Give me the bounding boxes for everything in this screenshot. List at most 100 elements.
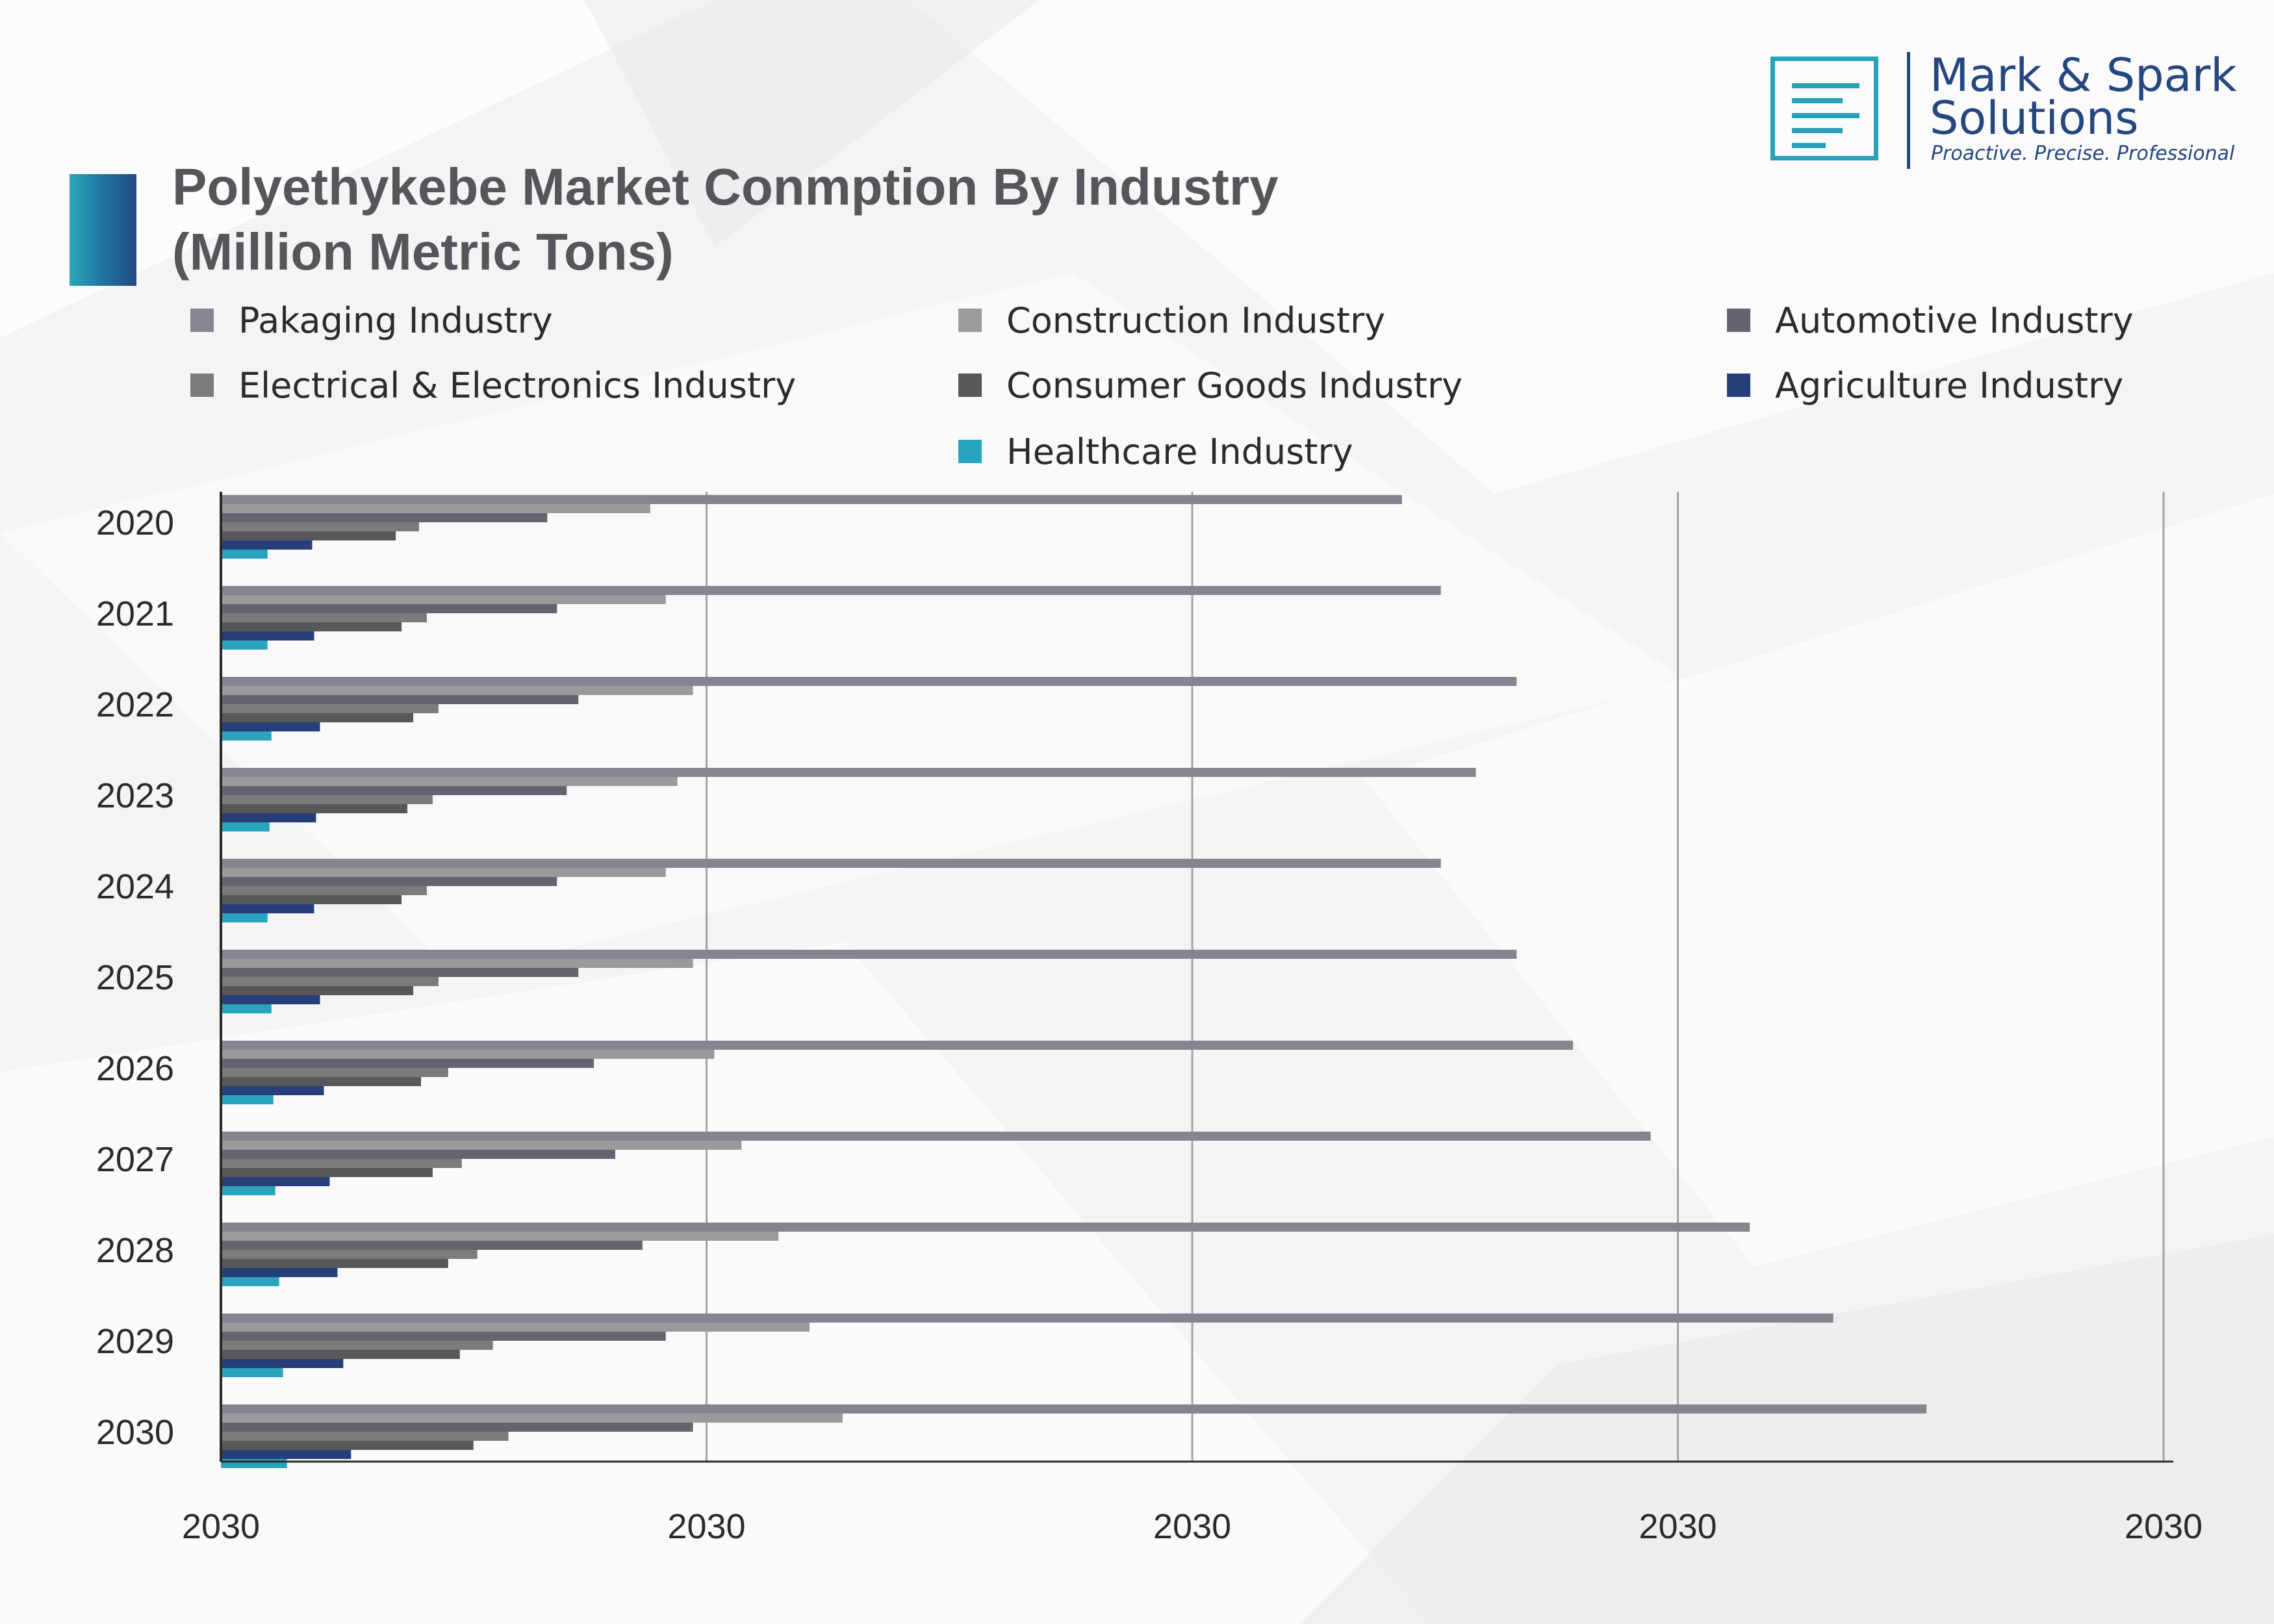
legend-item-agriculture: Agriculture Industry xyxy=(1727,364,2124,406)
bar xyxy=(221,1168,433,1177)
legend-item-consumer-goods: Consumer Goods Industry xyxy=(958,365,1463,406)
bar xyxy=(221,1450,351,1459)
bar xyxy=(221,1223,1750,1232)
bar xyxy=(221,1277,279,1286)
bar xyxy=(221,877,557,886)
bar xyxy=(221,813,316,822)
bar xyxy=(221,1313,1833,1323)
legend-label: Automotive Industry xyxy=(1775,299,2134,341)
bar xyxy=(221,904,314,913)
chart-title-line-2: (Million Metric Tons) xyxy=(172,223,674,281)
bar xyxy=(221,613,427,622)
bar xyxy=(221,1232,779,1241)
bar xyxy=(221,768,1476,777)
bar xyxy=(221,977,439,986)
legend-item-pakaging: Pakaging Industry xyxy=(190,299,553,341)
bar xyxy=(221,504,650,513)
legend-item-automotive: Automotive Industry xyxy=(1727,299,2134,341)
bar xyxy=(221,622,402,631)
x-tick-label: 2030 xyxy=(182,1507,260,1546)
bar xyxy=(221,531,396,540)
legend-swatch xyxy=(190,374,214,397)
bar xyxy=(221,722,320,731)
bar xyxy=(221,1250,478,1259)
x-tick-label: 2030 xyxy=(1639,1507,1717,1546)
bar xyxy=(221,641,268,650)
legend-item-healthcare: Healthcare Industry xyxy=(958,431,1353,472)
bar xyxy=(221,777,678,786)
bar xyxy=(221,1350,460,1359)
bar xyxy=(221,913,268,922)
y-tick-label: 2022 xyxy=(96,685,174,724)
bar xyxy=(221,540,313,550)
bar xyxy=(221,959,693,968)
bar xyxy=(221,995,320,1004)
y-tick-label: 2023 xyxy=(96,776,174,815)
y-tick-label: 2021 xyxy=(96,594,174,633)
legend-swatch xyxy=(190,309,214,332)
bar xyxy=(221,1259,448,1268)
bar xyxy=(221,704,439,713)
y-tick-label: 2028 xyxy=(96,1231,174,1270)
bar xyxy=(221,1186,275,1195)
legend-item-construction: Construction Industry xyxy=(958,299,1386,341)
logo-divider xyxy=(1907,52,1910,169)
bar xyxy=(221,1050,715,1059)
bar xyxy=(221,1159,462,1168)
bar xyxy=(221,1423,693,1432)
bar xyxy=(221,1332,666,1341)
bar xyxy=(221,595,666,604)
bar xyxy=(221,677,1517,686)
y-tick-label: 2029 xyxy=(96,1322,174,1361)
y-tick-label: 2030 xyxy=(96,1413,174,1452)
bar xyxy=(221,786,567,795)
bar xyxy=(221,822,270,831)
y-tick-label: 2020 xyxy=(96,503,174,542)
x-tick-label: 2030 xyxy=(2125,1507,2203,1546)
legend-label: Pakaging Industry xyxy=(238,299,553,341)
company-logo: Mark & Spark Solutions Proactive. Precis… xyxy=(1770,52,2237,172)
bar xyxy=(221,1341,493,1350)
bar xyxy=(221,859,1441,868)
bar xyxy=(221,1077,421,1086)
bar xyxy=(221,731,272,741)
bar xyxy=(221,1150,615,1159)
bar xyxy=(221,604,557,613)
bar xyxy=(221,1059,594,1068)
bar xyxy=(221,586,1441,595)
legend-label: Agriculture Industry xyxy=(1775,364,2124,406)
bar xyxy=(221,713,414,722)
bar xyxy=(221,1041,1574,1050)
bar xyxy=(221,1068,448,1077)
y-tick-label: 2024 xyxy=(96,867,174,906)
bar xyxy=(221,695,579,704)
bar xyxy=(221,631,314,641)
legend-label: Electrical & Electronics Industry xyxy=(238,364,797,406)
legend-item-electrical-electronics: Electrical & Electronics Industry xyxy=(190,364,797,406)
y-tick-label: 2025 xyxy=(96,958,174,997)
bar xyxy=(221,795,433,804)
bar xyxy=(221,1268,338,1277)
bar xyxy=(221,1095,274,1104)
chart-title: Polyethykebe Market Conmption By Industr… xyxy=(172,155,1407,285)
bar xyxy=(221,804,408,813)
bar xyxy=(221,886,427,895)
legend-label: Healthcare Industry xyxy=(1006,431,1353,472)
bar xyxy=(221,1323,810,1332)
legend-swatch xyxy=(958,440,982,463)
legend-swatch xyxy=(1727,374,1750,397)
x-tick-label: 2030 xyxy=(1153,1507,1231,1546)
bar xyxy=(221,686,693,695)
bar xyxy=(221,1459,287,1468)
logo-tagline: Proactive. Precise. Professional xyxy=(1931,142,2235,165)
logo-name-line-1: Mark & Spark xyxy=(1930,49,2237,102)
bar xyxy=(221,495,1402,504)
legend-label: Construction Industry xyxy=(1006,299,1386,341)
bar xyxy=(221,895,402,904)
bar xyxy=(221,513,548,522)
bar xyxy=(221,1414,843,1423)
bar xyxy=(221,1004,272,1013)
bar xyxy=(221,1404,1927,1414)
